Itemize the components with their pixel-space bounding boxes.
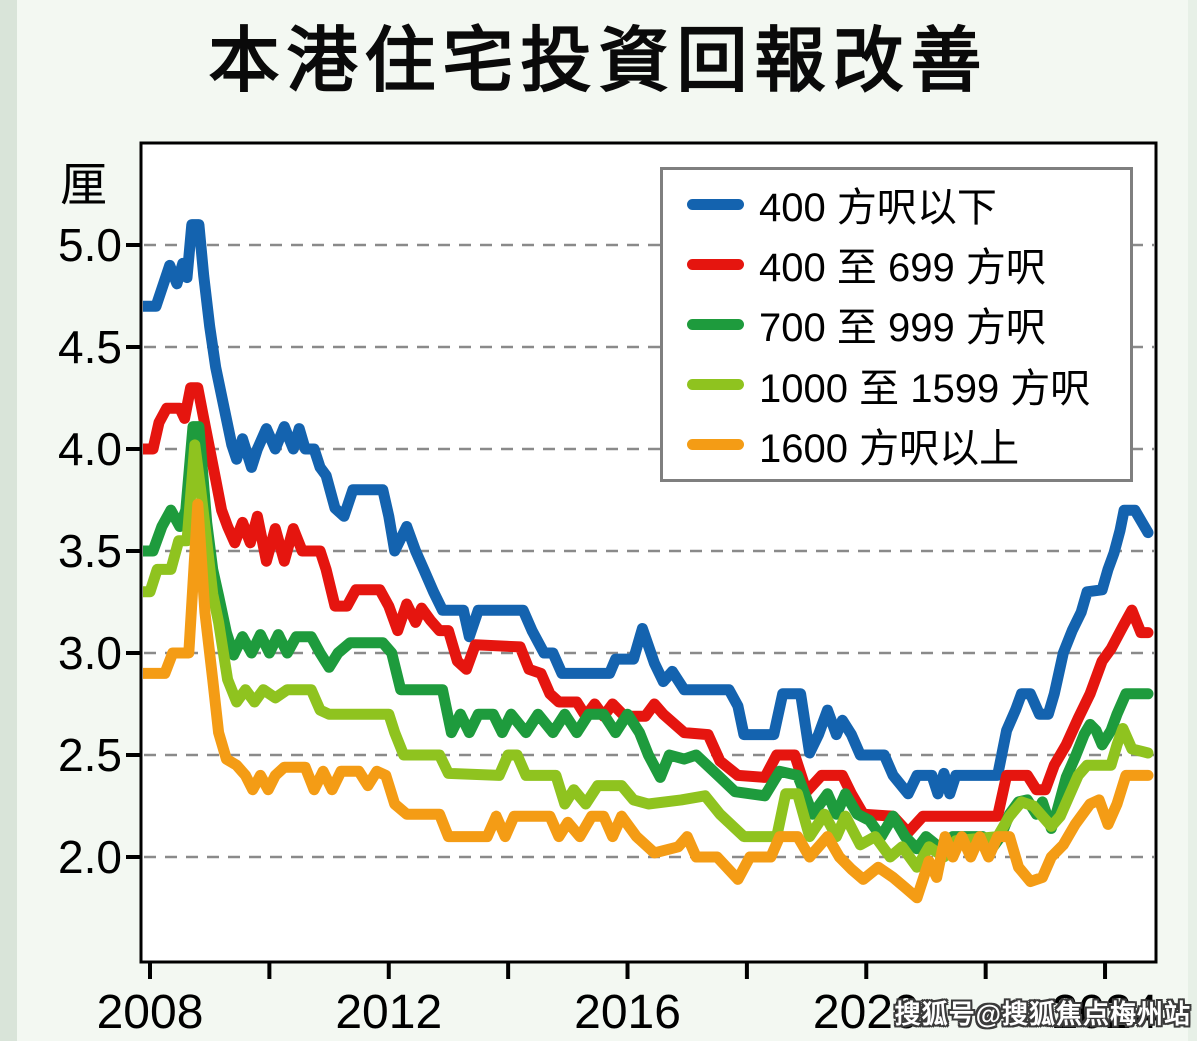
legend-item: 1600 方呎以上 (687, 416, 1130, 474)
y-ticks-group (126, 243, 141, 859)
legend-swatch-lightgreen (687, 379, 744, 391)
legend-swatch-green (687, 318, 744, 330)
x-ticks-group (148, 962, 1108, 979)
x-tick-label: 2008 (97, 986, 204, 1039)
legend-item: 1000 至 1599 方呎 (687, 356, 1130, 414)
series-group (143, 219, 1154, 904)
y-tick-label: 5.0 (58, 219, 122, 271)
watermark: 搜狐号@搜狐焦点梅州站 (894, 999, 1191, 1029)
legend-label: 700 至 999 方呎 (759, 306, 1046, 351)
series-line-1 (143, 219, 1154, 800)
legend-label: 400 方呎以下 (759, 186, 997, 231)
background-left-strip (0, 0, 17, 1041)
y-tick-labels-group: 5.0 4.5 4.0 3.5 3.0 2.5 2.0 (58, 219, 122, 883)
chart-title: 本港住宅投資回報改善 (208, 22, 989, 101)
x-tick-label: 2012 (335, 986, 442, 1039)
y-tick-label: 2.0 (58, 831, 122, 883)
legend-label: 400 至 699 方呎 (759, 246, 1046, 291)
legend: 400 方呎以下 400 至 699 方呎 700 至 999 方呎 1000 … (660, 167, 1133, 482)
legend-label: 1600 方呎以上 (759, 426, 1020, 471)
x-tick-label: 2024 (1052, 986, 1159, 1039)
x-tick-label: 2020 (813, 986, 920, 1039)
y-tick-label: 4.5 (58, 321, 122, 373)
legend-swatch-orange (687, 439, 744, 451)
x-tick-label: 2016 (574, 986, 681, 1039)
legend-item: 400 至 699 方呎 (687, 235, 1130, 293)
y-tick-label: 4.0 (58, 423, 122, 475)
series-line-5 (143, 498, 1154, 904)
y-tick-label: 3.5 (58, 525, 122, 577)
legend-swatch-blue (687, 198, 744, 210)
y-tick-label: 2.5 (58, 729, 122, 781)
background-right-strip (1188, 0, 1197, 1041)
plot-border (139, 141, 1158, 964)
x-tick-labels-group: 2008 2012 2016 2020 2024 (97, 986, 1159, 1039)
series-line-2 (143, 382, 1154, 838)
series-line-4 (143, 439, 1154, 873)
legend-item: 700 至 999 方呎 (687, 295, 1130, 353)
legend-label: 1000 至 1599 方呎 (759, 366, 1091, 411)
legend-item: 400 方呎以下 (687, 175, 1130, 233)
y-axis-unit-label: 厘 (60, 158, 107, 211)
legend-swatch-red (687, 258, 744, 270)
y-tick-label: 3.0 (58, 627, 122, 679)
